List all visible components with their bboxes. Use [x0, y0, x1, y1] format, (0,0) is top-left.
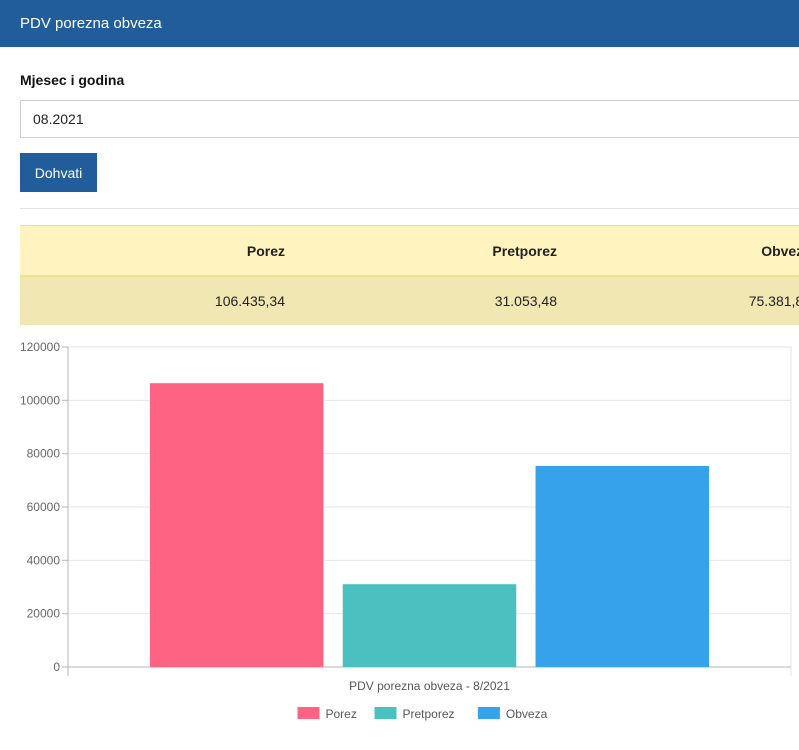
- month-year-input[interactable]: [20, 100, 799, 138]
- y-tick-label: 0: [53, 660, 60, 674]
- header-porez: Porez: [20, 225, 297, 277]
- page-title: PDV porezna obveza: [20, 15, 162, 32]
- y-tick-label: 100000: [20, 393, 60, 407]
- legend-swatch-porez: [297, 707, 320, 719]
- y-tick-label: 40000: [27, 553, 61, 567]
- month-year-label: Mjesec i godina: [20, 72, 125, 88]
- value-porez: 106.435,34: [20, 276, 297, 325]
- divider: [20, 208, 799, 209]
- y-tick-label: 60000: [27, 500, 61, 514]
- legend-swatch-pretporez: [374, 707, 397, 719]
- page-header: PDV porezna obveza: [0, 0, 799, 47]
- summary-value-row: 106.435,34 31.053,48 75.381,87: [20, 276, 799, 325]
- value-obveza: 75.381,87: [569, 276, 799, 325]
- legend-swatch-obveza: [477, 707, 500, 719]
- x-axis-label: PDV porezna obveza - 8/2021: [349, 679, 510, 693]
- legend-label-porez: Porez: [326, 707, 357, 721]
- legend-label-obveza: Obveza: [506, 707, 548, 721]
- summary-header-row: Porez Pretporez Obveza: [20, 225, 799, 277]
- header-pretporez: Pretporez: [297, 225, 569, 277]
- bar-pretporez: [342, 584, 517, 667]
- legend-label-pretporez: Pretporez: [403, 707, 455, 721]
- y-tick-label: 120000: [20, 340, 60, 354]
- vat-bar-chart: 0 20000 40000 60000 80000 100000 120000 PDV por…: [20, 340, 792, 721]
- fetch-button[interactable]: Dohvati: [20, 153, 97, 192]
- y-tick-label: 20000: [27, 607, 61, 621]
- y-tick-label: 80000: [27, 447, 61, 461]
- value-pretporez: 31.053,48: [297, 276, 569, 325]
- bar-obveza: [535, 465, 710, 667]
- header-obveza: Obveza: [569, 225, 799, 277]
- bar-porez: [149, 383, 324, 667]
- summary-table: Porez Pretporez Obveza 106.435,34 31.053…: [20, 225, 799, 325]
